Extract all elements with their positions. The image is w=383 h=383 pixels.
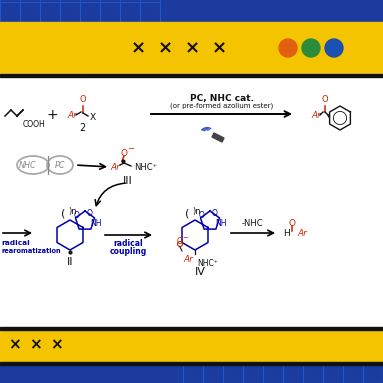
Bar: [0, 327, 383, 330]
Text: Ar: Ar: [67, 111, 77, 121]
Text: NHC⁺: NHC⁺: [134, 162, 157, 172]
Text: +: +: [46, 108, 58, 122]
Text: O: O: [212, 208, 218, 218]
Text: Ar: Ar: [311, 111, 321, 121]
Circle shape: [325, 39, 343, 57]
Text: (or pre-formed azolium ester): (or pre-formed azolium ester): [170, 103, 273, 109]
Text: −: −: [182, 235, 188, 241]
Text: ×: ×: [8, 337, 20, 352]
Text: radical: radical: [1, 240, 30, 246]
Text: O: O: [322, 95, 328, 104]
Bar: [0, 362, 383, 365]
Text: III: III: [123, 176, 133, 186]
Text: NH: NH: [90, 218, 101, 228]
Circle shape: [279, 39, 297, 57]
Text: Ar: Ar: [297, 229, 307, 239]
Text: O: O: [80, 95, 86, 104]
Text: -NHC: -NHC: [241, 218, 263, 228]
Text: coupling: coupling: [110, 247, 147, 257]
Text: ×: ×: [50, 337, 62, 352]
Text: O: O: [177, 236, 183, 246]
Text: NHC: NHC: [19, 160, 37, 170]
Circle shape: [302, 39, 320, 57]
Text: O: O: [288, 218, 296, 228]
Text: O: O: [199, 211, 205, 219]
Text: 2: 2: [79, 123, 85, 133]
Text: ×: ×: [131, 39, 146, 57]
Text: H: H: [283, 229, 290, 239]
Text: ×: ×: [185, 39, 200, 57]
Text: O: O: [87, 208, 93, 218]
Text: ×: ×: [157, 39, 173, 57]
Text: IV: IV: [195, 267, 205, 277]
Text: Ar: Ar: [110, 162, 120, 172]
Text: Ar: Ar: [183, 254, 193, 264]
Polygon shape: [212, 133, 224, 142]
Text: PC, NHC cat.: PC, NHC cat.: [190, 93, 254, 103]
Text: rearomatization: rearomatization: [1, 248, 61, 254]
Text: )n: )n: [192, 207, 201, 216]
Text: (: (: [61, 208, 65, 218]
Bar: [0, 22, 383, 74]
Text: O: O: [74, 211, 80, 219]
Text: radical: radical: [113, 239, 143, 249]
Text: )n: )n: [68, 207, 77, 216]
Bar: [0, 74, 383, 327]
Text: O: O: [121, 149, 128, 157]
Text: −: −: [128, 144, 134, 154]
Text: X: X: [90, 113, 96, 121]
Bar: [0, 327, 383, 362]
Text: ×: ×: [29, 337, 41, 352]
Text: ×: ×: [211, 39, 227, 57]
Text: NHC⁺: NHC⁺: [197, 259, 218, 267]
Text: II: II: [67, 257, 73, 267]
Bar: [0, 74, 383, 77]
Text: (: (: [185, 208, 189, 218]
Text: NH: NH: [215, 218, 226, 228]
Text: COOH: COOH: [23, 120, 46, 129]
Text: PC: PC: [55, 160, 65, 170]
